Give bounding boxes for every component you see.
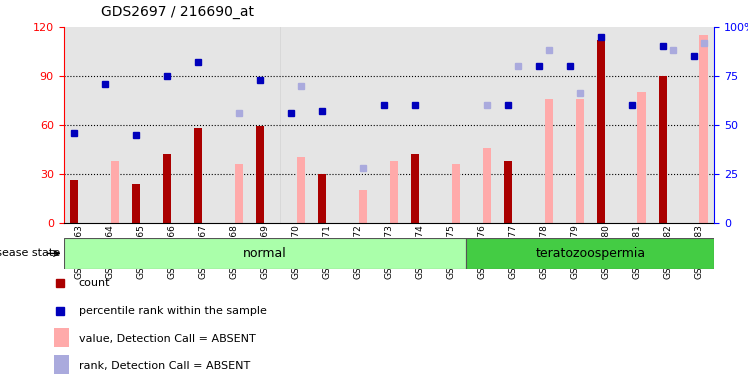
Bar: [545, 99, 554, 223]
Bar: [452, 164, 460, 223]
Bar: [467, 27, 497, 223]
Bar: [658, 76, 667, 223]
Bar: [597, 40, 605, 223]
Bar: [699, 35, 708, 223]
Bar: [163, 154, 171, 223]
Bar: [622, 27, 652, 223]
Bar: [373, 27, 405, 223]
Bar: [132, 184, 141, 223]
Bar: [280, 27, 311, 223]
Bar: [235, 164, 243, 223]
Bar: [358, 190, 367, 223]
Bar: [575, 99, 584, 223]
Text: count: count: [79, 278, 110, 288]
Bar: [126, 27, 156, 223]
Text: teratozoospermia: teratozoospermia: [536, 247, 646, 260]
Bar: [94, 27, 126, 223]
Text: rank, Detection Call = ABSENT: rank, Detection Call = ABSENT: [79, 361, 250, 371]
Text: percentile rank within the sample: percentile rank within the sample: [79, 306, 266, 316]
Text: disease state: disease state: [0, 248, 60, 258]
Bar: [311, 27, 343, 223]
Bar: [652, 27, 684, 223]
Bar: [188, 27, 218, 223]
Bar: [64, 238, 467, 269]
Bar: [297, 157, 305, 223]
Bar: [411, 154, 420, 223]
Text: value, Detection Call = ABSENT: value, Detection Call = ABSENT: [79, 334, 255, 344]
Bar: [64, 27, 94, 223]
Bar: [390, 161, 398, 223]
Bar: [111, 161, 120, 223]
Bar: [503, 161, 512, 223]
Bar: [637, 92, 646, 223]
Bar: [343, 27, 373, 223]
Bar: [590, 27, 622, 223]
Bar: [435, 27, 467, 223]
Bar: [156, 27, 188, 223]
Bar: [467, 238, 714, 269]
Bar: [54, 328, 69, 347]
Bar: [256, 126, 264, 223]
Bar: [684, 27, 714, 223]
Text: GDS2697 / 216690_at: GDS2697 / 216690_at: [101, 5, 254, 19]
Bar: [218, 27, 250, 223]
Bar: [70, 180, 79, 223]
Bar: [194, 128, 203, 223]
Bar: [497, 27, 528, 223]
Bar: [560, 27, 590, 223]
Text: normal: normal: [243, 247, 287, 260]
Bar: [318, 174, 326, 223]
Bar: [528, 27, 560, 223]
Bar: [482, 148, 491, 223]
Bar: [54, 355, 69, 374]
Bar: [250, 27, 280, 223]
Bar: [405, 27, 435, 223]
